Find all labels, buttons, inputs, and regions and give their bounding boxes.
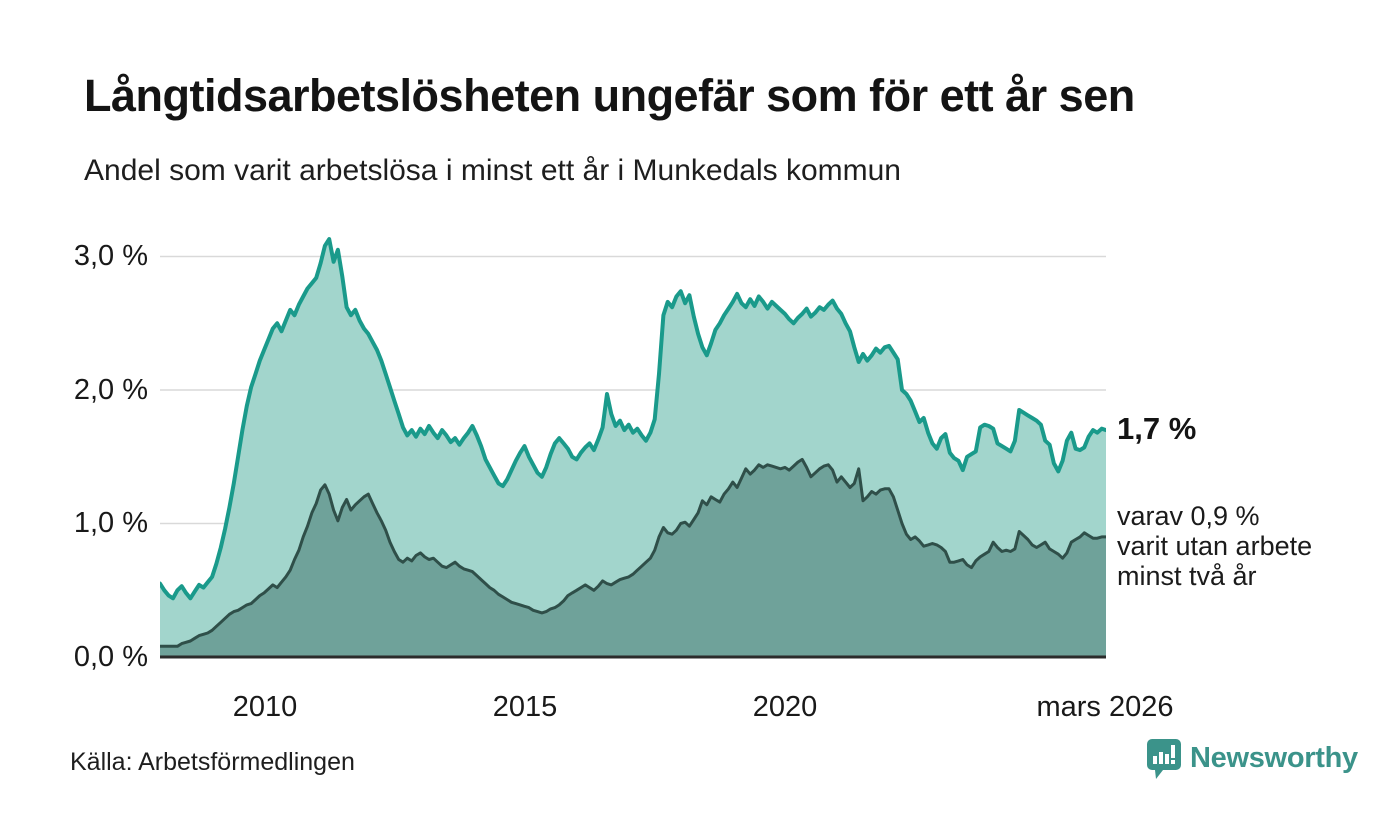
secondary-value-line: varav 0,9 % [1117, 501, 1260, 531]
x-tick-label: mars 2026 [1036, 691, 1174, 723]
secondary-value-label: varav 0,9 % varit utan arbete minst två … [1117, 501, 1312, 591]
x-tick-label: 2010 [232, 691, 298, 723]
y-tick-label: 1,0 % [73, 507, 148, 539]
source-note: Källa: Arbetsförmedlingen [70, 748, 355, 776]
y-tick-label: 2,0 % [73, 374, 148, 406]
chart-subtitle: Andel som varit arbetslösa i minst ett å… [84, 154, 901, 187]
secondary-value-line: varit utan arbete [1117, 531, 1313, 561]
plot-area [158, 218, 1108, 660]
x-tick-label: 2015 [492, 691, 558, 723]
brand-name: Newsworthy [1190, 742, 1358, 774]
y-tick-label: 3,0 % [73, 240, 148, 272]
plot-svg [158, 237, 1108, 659]
secondary-value-line: minst två år [1117, 561, 1257, 591]
newsworthy-logo-icon [1147, 739, 1181, 779]
page-title: Långtidsarbetslösheten ungefär som för e… [84, 70, 1135, 121]
y-tick-label: 0,0 % [73, 641, 148, 673]
latest-value-label: 1,7 % [1117, 411, 1197, 446]
x-tick-label: 2020 [752, 691, 818, 723]
